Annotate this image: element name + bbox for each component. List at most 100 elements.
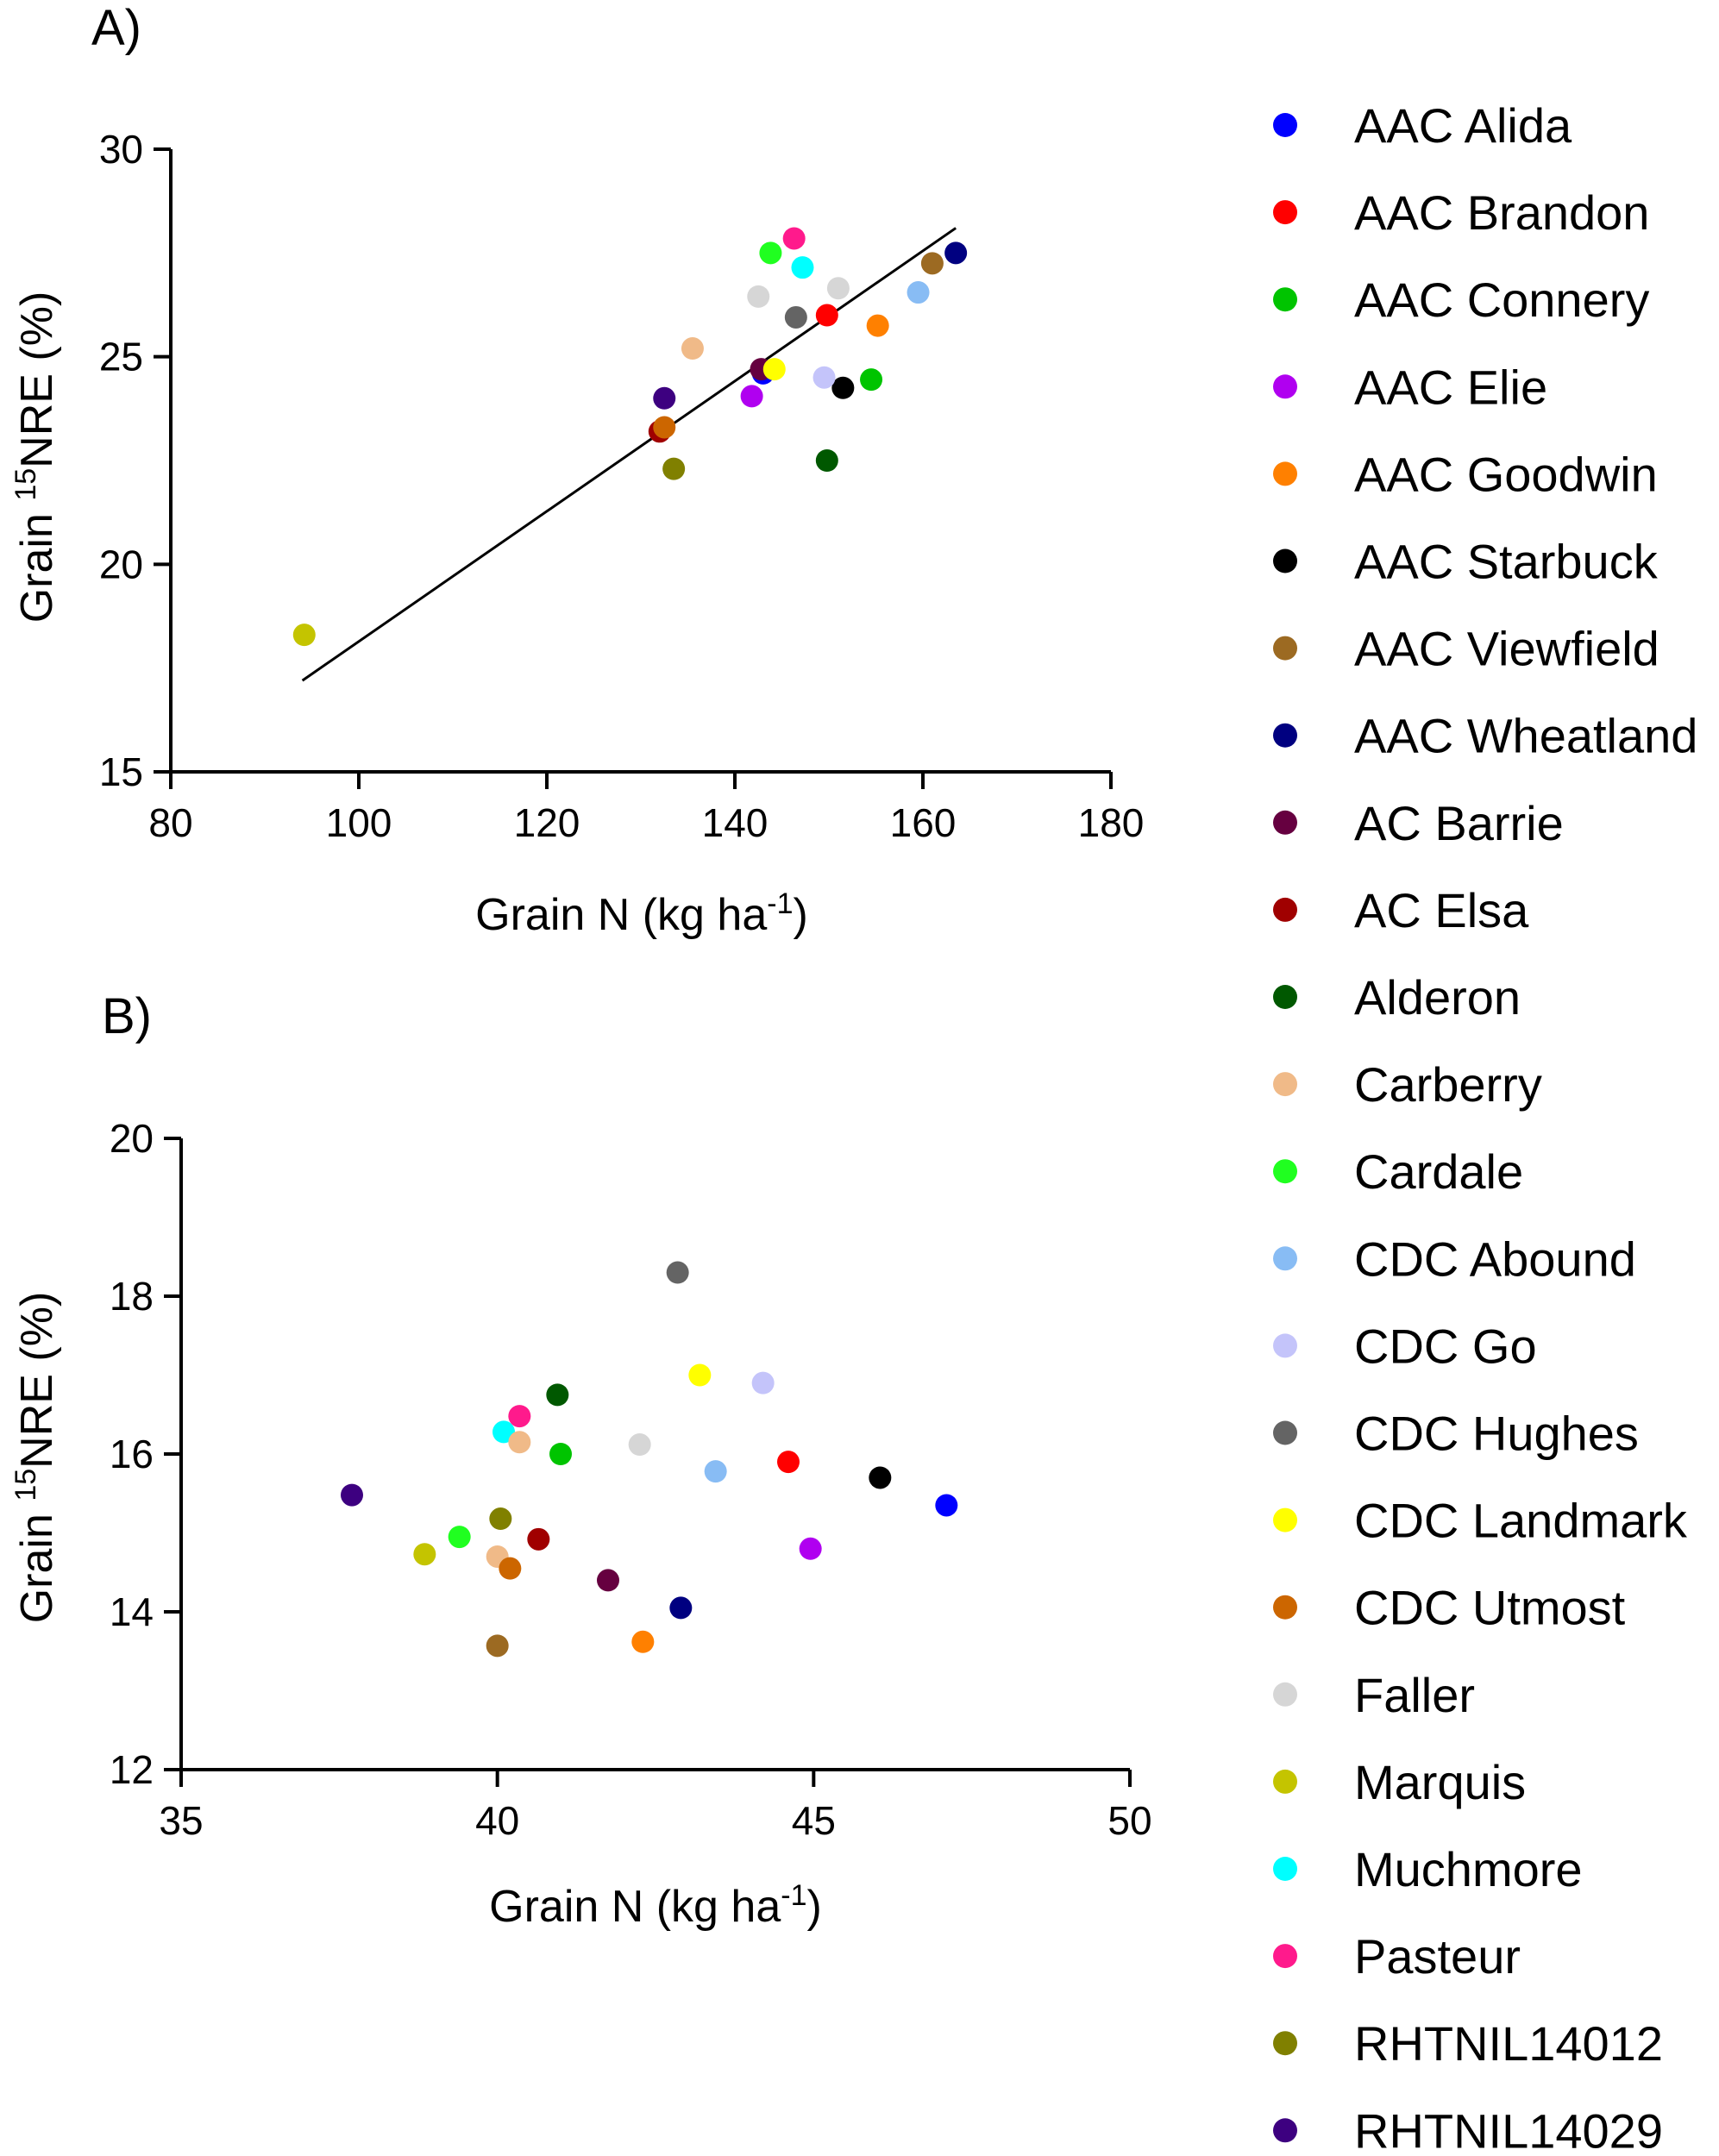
x-tick-label: 180 — [1078, 800, 1145, 845]
data-point — [944, 241, 968, 265]
data-point — [653, 386, 676, 410]
data-point — [597, 1569, 619, 1592]
legend-marker — [1273, 723, 1297, 748]
data-point — [486, 1634, 509, 1658]
legend-label: CDC Hughes — [1354, 1407, 1639, 1461]
legend-marker — [1273, 1857, 1297, 1881]
x-tick-label: 50 — [1107, 1798, 1151, 1843]
y-tick-label: 15 — [99, 749, 143, 794]
legend-marker — [1273, 2118, 1297, 2143]
legend-marker — [1273, 1595, 1297, 1620]
legend-marker — [1273, 200, 1297, 225]
data-point — [669, 1596, 693, 1620]
y-tick-label: 18 — [110, 1274, 154, 1319]
legend-marker — [1273, 1159, 1297, 1184]
legend-label: AAC Brandon — [1354, 185, 1649, 240]
panel-b-points — [341, 1261, 958, 1658]
data-point — [935, 1494, 958, 1517]
y-tick-label: 14 — [110, 1589, 154, 1634]
legend-label: AAC Elie — [1354, 360, 1547, 414]
legend-marker — [1273, 1769, 1297, 1794]
data-point — [508, 1405, 531, 1428]
y-tick-label: 12 — [110, 1747, 154, 1792]
panel-a-axes — [169, 149, 1111, 774]
y-tick-label: 30 — [99, 127, 143, 172]
data-point — [631, 1630, 655, 1653]
data-point — [782, 227, 806, 250]
legend-label: CDC Go — [1354, 1319, 1537, 1373]
legend-marker — [1273, 985, 1297, 1009]
legend-label: AAC Alida — [1354, 98, 1572, 153]
y-tick-label: 20 — [99, 542, 143, 586]
legend-label: AAC Goodwin — [1354, 447, 1658, 501]
legend-label: CDC Abound — [1354, 1232, 1636, 1286]
legend-marker — [1273, 810, 1297, 835]
data-point — [740, 385, 763, 408]
x-tick-label: 160 — [890, 800, 957, 845]
data-point — [860, 368, 883, 392]
x-tick-label: 40 — [475, 1798, 519, 1843]
data-point — [784, 305, 807, 329]
data-point — [508, 1431, 531, 1454]
legend-label: Marquis — [1354, 1755, 1526, 1809]
panel-a-label: A) — [91, 0, 141, 56]
data-point — [489, 1507, 512, 1531]
y-tick-label: 16 — [110, 1432, 154, 1476]
legend: AAC Alida AAC Brandon AAC Connery AAC Elie A… — [1273, 98, 1697, 2156]
panel-a-y-axis-title: Grain 15NRE (%) — [9, 291, 62, 624]
x-tick-label: 120 — [514, 800, 580, 845]
legend-marker — [1273, 636, 1297, 661]
data-point — [448, 1526, 471, 1549]
data-point — [815, 449, 838, 472]
y-tick-label: 20 — [110, 1116, 154, 1161]
data-point — [341, 1483, 363, 1507]
data-point — [653, 416, 676, 439]
x-tick-label: 140 — [702, 800, 769, 845]
legend-label: CDC Utmost — [1354, 1581, 1626, 1635]
data-point — [920, 252, 944, 275]
legend-marker — [1273, 897, 1297, 922]
data-point — [777, 1451, 800, 1474]
legend-marker — [1273, 1420, 1297, 1445]
legend-marker — [1273, 1246, 1297, 1271]
data-point — [869, 1466, 892, 1489]
legend-label: AAC Starbuck — [1354, 535, 1659, 589]
legend-label: AAC Viewfield — [1354, 622, 1659, 676]
data-point — [413, 1543, 436, 1566]
legend-marker — [1273, 1072, 1297, 1097]
chart-panel-a: A) 80 100 120 140 160 180 15 20 25 30 Grain N (kg… — [9, 0, 1144, 940]
data-point — [762, 358, 786, 381]
legend-label: AC Elsa — [1354, 883, 1529, 937]
legend-marker — [1273, 548, 1297, 573]
data-point — [751, 1371, 775, 1395]
legend-label: Alderon — [1354, 970, 1521, 1025]
legend-label: Muchmore — [1354, 1842, 1583, 1896]
legend-marker — [1273, 113, 1297, 137]
legend-label: Faller — [1354, 1668, 1475, 1722]
panel-b-label: B) — [102, 988, 152, 1044]
legend-marker — [1273, 1333, 1297, 1358]
legend-marker — [1273, 1682, 1297, 1707]
data-point — [666, 1261, 689, 1284]
panel-a-ticks: 80 100 120 140 160 180 15 20 25 30 — [99, 127, 1145, 845]
data-point — [791, 256, 814, 279]
data-point — [747, 285, 770, 308]
panel-a-x-axis-title: Grain N (kg ha-1) — [475, 887, 808, 940]
data-point — [688, 1363, 712, 1387]
data-point — [759, 241, 782, 265]
data-point — [704, 1460, 727, 1483]
legend-label: Cardale — [1354, 1144, 1523, 1199]
x-tick-label: 100 — [326, 800, 392, 845]
data-point — [292, 624, 316, 647]
legend-label: Carberry — [1354, 1057, 1542, 1112]
panel-b-y-axis-title: Grain 15NRE (%) — [9, 1292, 62, 1624]
panel-a-trendline — [301, 227, 957, 682]
data-point — [907, 281, 930, 304]
data-point — [628, 1433, 651, 1457]
legend-marker — [1273, 2031, 1297, 2056]
panel-b-x-axis-title: Grain N (kg ha-1) — [489, 1879, 822, 1932]
panel-a-points — [292, 227, 968, 647]
x-tick-label: 35 — [159, 1798, 203, 1843]
